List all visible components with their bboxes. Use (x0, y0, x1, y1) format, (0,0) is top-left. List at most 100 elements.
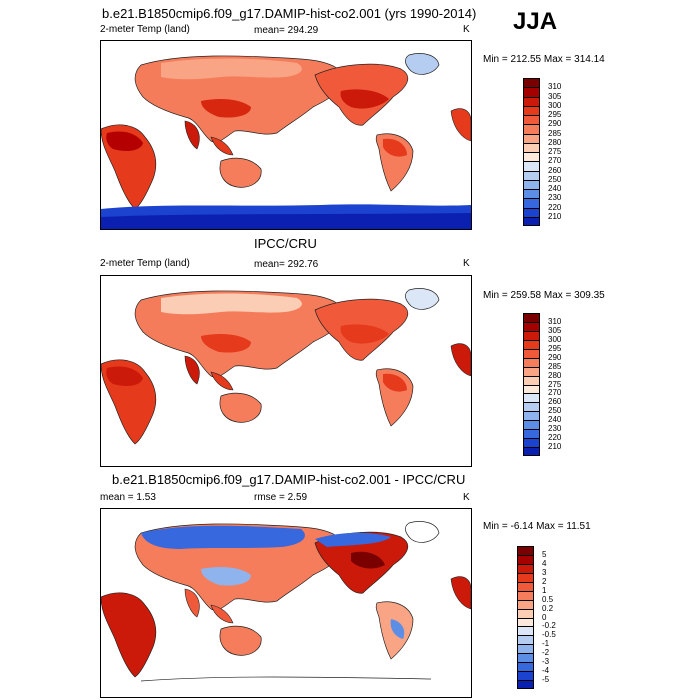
colorbar-tick-label: 310 (548, 316, 562, 326)
colorbar-swatch (523, 438, 540, 448)
colorbar-tick-label: 220 (548, 433, 562, 443)
colorbar-tick-label: 310 (548, 82, 562, 92)
colorbar-swatch (523, 198, 540, 208)
colorbar-tick-label: 250 (548, 174, 562, 184)
colorbar-frame (523, 313, 540, 456)
colorbar-swatch (517, 554, 534, 564)
colorbar-tick-label: -2 (542, 648, 550, 658)
colorbar-tick-label: 270 (548, 388, 562, 398)
colorbar-swatch (517, 563, 534, 573)
colorbar-tick-label: 280 (548, 137, 562, 147)
panel-mean-label: mean = 1.53 (100, 492, 156, 503)
colorbar: 310 305 300 295 290 285 280 275 270 260 250 240 230 2… (523, 78, 583, 226)
colorbar-swatch (517, 680, 534, 689)
map-panel (100, 40, 472, 230)
panel-title: b.e21.B1850cmip6.f09_g17.DAMIP-hist-co2.… (102, 6, 477, 21)
colorbar-tick-label: -5 (542, 675, 550, 685)
colorbar-swatch (523, 161, 540, 171)
colorbar-tick-label: 1 (542, 585, 547, 595)
colorbar-swatch (523, 447, 540, 456)
map-panel (100, 275, 472, 467)
panel-left-label: 2-meter Temp (land) (100, 258, 190, 269)
colorbar-tick-label: 0.5 (542, 594, 554, 604)
colorbar-swatch (523, 142, 540, 152)
colorbar-tick-label: 0 (542, 612, 547, 622)
panel-left-label: 2-meter Temp (land) (100, 24, 190, 35)
colorbar-tick-label: 2 (542, 576, 547, 586)
colorbar-swatch (523, 321, 540, 331)
colorbar-swatch (523, 170, 540, 180)
colorbar-tick-label: 240 (548, 184, 562, 193)
colorbar-tick-label: 275 (548, 147, 562, 156)
colorbar-swatch (523, 366, 540, 376)
panel-units-label: K (463, 492, 470, 503)
panel-units-label: K (463, 24, 470, 35)
world-map (101, 53, 471, 229)
map-panel (100, 508, 472, 698)
colorbar-tick-label: 210 (548, 442, 562, 452)
colorbar-swatch (517, 671, 534, 681)
colorbar-tick-label: 230 (548, 424, 562, 434)
colorbar: 5 4 3 2 1 0.5 0.2 0 -0.2 -0.5 -1 -2 -3 -4 -5 (517, 546, 577, 689)
colorbar-swatch (523, 393, 540, 403)
colorbar-swatch (517, 635, 534, 645)
panel-minmax: Min = 212.55 Max = 314.14 (483, 54, 605, 65)
colorbar-tick-label: 210 (548, 211, 562, 221)
season-label: JJA (513, 8, 558, 35)
colorbar-tick-label: 270 (548, 156, 562, 166)
panel-mean-label: mean= 292.76 (254, 259, 319, 270)
panel-mean-label: mean= 294.29 (254, 25, 319, 36)
colorbar-tick-label: 295 (548, 110, 562, 119)
colorbar-tick-label: 4 (542, 558, 547, 568)
panel-units-label: K (463, 258, 470, 269)
colorbar-frame (517, 546, 534, 689)
colorbar-swatch (523, 133, 540, 143)
colorbar-swatch (523, 115, 540, 125)
colorbar-tick-label: -0.2 (542, 621, 556, 631)
colorbar-tick-label: 220 (548, 202, 562, 212)
colorbar-tick-label: 285 (548, 128, 562, 138)
colorbar-swatch (517, 626, 534, 636)
colorbar-tick-label: 305 (548, 325, 562, 335)
colorbar-tick-label: -3 (542, 657, 550, 667)
colorbar-swatch (523, 339, 540, 349)
colorbar-swatch (523, 357, 540, 367)
panel-title: IPCC/CRU (254, 236, 317, 251)
colorbar-tick-label: 5 (542, 549, 547, 559)
colorbar-swatch (523, 384, 540, 394)
colorbar-swatch (523, 420, 540, 430)
colorbar-tick-label: 260 (548, 165, 562, 175)
colorbar-swatch (523, 411, 540, 421)
colorbar-tick-label: 280 (548, 370, 562, 380)
panel-minmax: Min = -6.14 Max = 11.51 (483, 521, 591, 532)
colorbar-swatch (517, 608, 534, 618)
colorbar-tick-label: 260 (548, 397, 562, 407)
colorbar-tick-label: 295 (548, 343, 562, 353)
colorbar-tick-label: 285 (548, 361, 562, 371)
colorbar-swatch (523, 375, 540, 385)
colorbar-swatch (517, 599, 534, 609)
colorbar: 310 305 300 295 290 285 280 275 270 260 250 240 230 2… (523, 313, 583, 456)
colorbar-swatch (523, 124, 540, 134)
colorbar-tick-label: 275 (548, 379, 562, 389)
colorbar-swatch (523, 402, 540, 412)
colorbar-tick-label: 300 (548, 100, 562, 110)
colorbar-tick-label: -4 (542, 666, 550, 676)
colorbar-swatch (523, 429, 540, 439)
colorbar-swatch (523, 87, 540, 97)
colorbar-tick-label: 230 (548, 193, 562, 203)
colorbar-swatch (523, 216, 540, 226)
colorbar-tick-label: -0.5 (542, 630, 556, 640)
colorbar-swatch (523, 105, 540, 115)
colorbar-tick-label: 290 (548, 352, 562, 362)
colorbar-swatch (523, 96, 540, 106)
world-map (101, 521, 471, 682)
colorbar-swatch (517, 644, 534, 654)
colorbar-swatch (517, 617, 534, 627)
colorbar-tick-label: 0.2 (542, 603, 554, 613)
colorbar-swatch (517, 581, 534, 591)
colorbar-tick-label: -1 (542, 639, 550, 649)
colorbar-swatch (523, 189, 540, 199)
colorbar-tick-label: 250 (548, 406, 562, 416)
colorbar-tick-label: 300 (548, 334, 562, 344)
